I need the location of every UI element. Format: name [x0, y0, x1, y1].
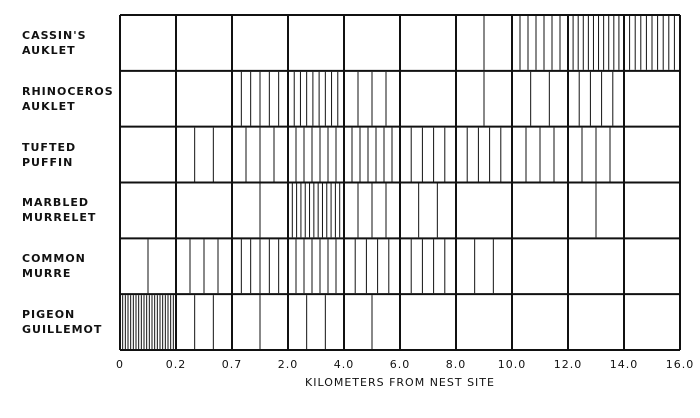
x-tick-label: 0.7: [222, 358, 243, 371]
x-tick-label: 16.0: [666, 358, 695, 371]
x-tick-label: 10.0: [498, 358, 527, 371]
density-cell: [122, 295, 174, 349]
density-cell: [194, 295, 214, 349]
density-cell: [357, 71, 387, 126]
x-tick-label: 6.0: [390, 358, 411, 371]
x-tick-label: 2.0: [278, 358, 299, 371]
density-cell: [466, 127, 502, 182]
density-cell: [295, 127, 337, 182]
x-tick-label: 4.0: [334, 358, 355, 371]
density-cell: [351, 127, 393, 182]
x-tick-label: 14.0: [610, 358, 639, 371]
density-cell: [293, 71, 339, 126]
row-label: MARBLED MURRELET: [22, 196, 97, 225]
x-tick-label: 0.2: [166, 358, 187, 371]
density-cell: [240, 239, 280, 294]
density-cell: [578, 71, 614, 126]
x-tick-label: 8.0: [446, 358, 467, 371]
density-cell: [572, 16, 620, 70]
density-cell: [357, 183, 387, 238]
row-label: RHINOCEROS AUKLET: [22, 84, 114, 113]
density-cell: [194, 127, 214, 182]
density-cell: [525, 127, 555, 182]
row-label: TUFTED PUFFIN: [22, 140, 77, 169]
density-cell: [629, 16, 675, 70]
density-cell: [530, 71, 550, 126]
density-cell: [189, 239, 219, 294]
x-tick-label: 12.0: [554, 358, 583, 371]
density-cell: [295, 239, 337, 294]
row-label: PIGEON GUILLEMOT: [22, 308, 103, 337]
density-cell: [418, 183, 438, 238]
density-cell: [240, 71, 280, 126]
row-label: CASSIN'S AUKLET: [22, 28, 87, 57]
x-tick-label: 0: [116, 358, 124, 371]
density-cell: [245, 127, 275, 182]
x-axis-label: KILOMETERS FROM NEST SITE: [305, 376, 495, 389]
density-cell: [291, 183, 341, 238]
density-cell: [410, 239, 446, 294]
row-label: COMMON MURRE: [22, 252, 86, 281]
density-cell: [474, 239, 494, 294]
density-cell: [354, 239, 390, 294]
density-cell: [410, 127, 446, 182]
density-cell: [519, 16, 561, 70]
density-cell: [581, 127, 611, 182]
density-cell: [306, 295, 326, 349]
